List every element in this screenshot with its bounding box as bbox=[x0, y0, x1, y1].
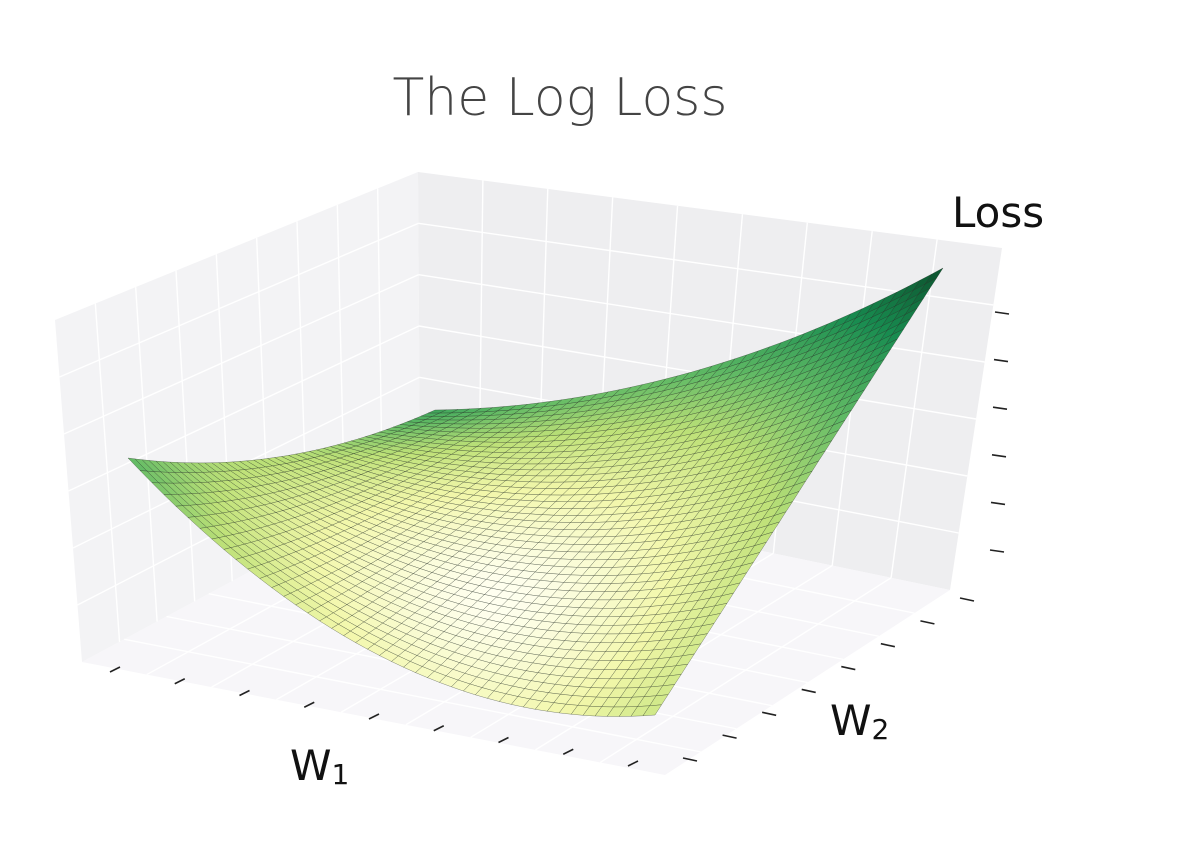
w1-tick bbox=[433, 725, 445, 732]
w1-axis-label-sub: 1 bbox=[332, 758, 350, 791]
w2-tick bbox=[682, 757, 698, 762]
loss-tick bbox=[992, 406, 1008, 410]
w2-axis-label-sub: 2 bbox=[872, 713, 890, 746]
w1-tick bbox=[174, 678, 186, 685]
w2-tick bbox=[801, 688, 816, 694]
w1-tick bbox=[239, 689, 250, 697]
w1-axis-label: W1 bbox=[290, 741, 349, 791]
w1-tick bbox=[303, 701, 315, 708]
w1-tick bbox=[562, 748, 574, 755]
left-pane-hgrid bbox=[68, 325, 420, 492]
w1-tick bbox=[627, 760, 639, 767]
loss-axis-label: Loss bbox=[952, 188, 1044, 237]
w1-tick bbox=[109, 666, 121, 673]
loss-tick bbox=[994, 311, 1010, 315]
loss-tick bbox=[989, 549, 1005, 553]
loss-tick bbox=[991, 454, 1007, 458]
back-left-pane bbox=[55, 172, 420, 662]
w2-tick bbox=[722, 734, 737, 739]
w2-tick bbox=[920, 620, 935, 625]
axis-ticks bbox=[109, 311, 1010, 767]
left-pane-hgrid bbox=[59, 222, 419, 378]
w1-axis-label-main: W bbox=[290, 741, 332, 790]
loss-surface bbox=[127, 267, 944, 717]
w2-axis-label: W2 bbox=[830, 696, 889, 746]
loss-tick bbox=[990, 501, 1006, 506]
w2-axis-label-main: W bbox=[830, 696, 872, 745]
chart-title: The Log Loss bbox=[393, 68, 728, 128]
w1-tick bbox=[498, 736, 509, 744]
left-pane-hgrid bbox=[63, 274, 419, 435]
right-pane-hgrid bbox=[418, 222, 994, 306]
w2-tick bbox=[761, 711, 777, 717]
w2-tick bbox=[880, 642, 896, 648]
w1-tick bbox=[368, 713, 380, 720]
w2-tick bbox=[959, 597, 975, 602]
loss-tick bbox=[993, 358, 1009, 363]
floor-grid-b bbox=[124, 638, 701, 753]
w2-tick bbox=[841, 665, 856, 671]
surface-facet bbox=[642, 704, 662, 717]
